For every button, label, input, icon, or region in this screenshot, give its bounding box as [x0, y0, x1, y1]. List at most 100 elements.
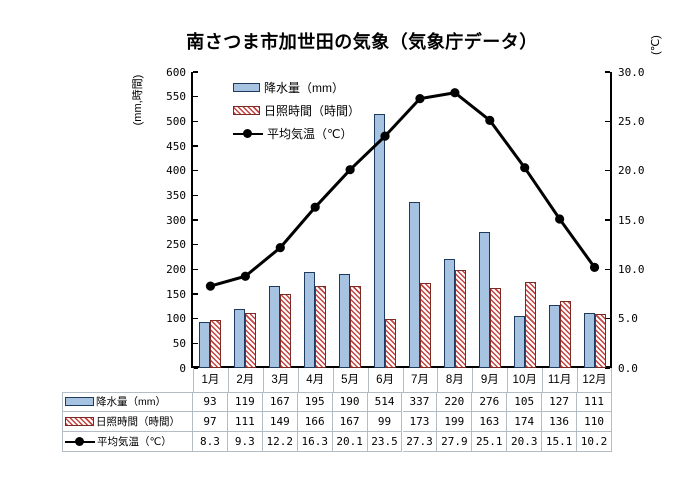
- month-label: 2月: [236, 374, 255, 386]
- legend-label-sunshine: 日照時間（時間）: [264, 104, 361, 118]
- data-table-frame: [62, 392, 612, 452]
- table-cell: 20.3: [507, 432, 543, 452]
- temperature-marker: [345, 165, 355, 175]
- bar-sunshine: [245, 313, 257, 368]
- month-column-separator: [367, 368, 369, 392]
- bar-sunshine: [385, 319, 397, 368]
- left-axis-tick-label: 350: [166, 188, 186, 202]
- table-cell: 27.3: [402, 432, 438, 452]
- bar-sunshine: [489, 287, 501, 368]
- month-label: 10月: [512, 374, 537, 386]
- temperature-marker: [310, 202, 320, 212]
- legend-label-precipitation: 降水量（mm）: [264, 81, 344, 95]
- table-cell: 97: [193, 412, 228, 432]
- left-axis-tick-label: 550: [166, 90, 186, 104]
- legend-label-temperature: 平均気温（℃）: [267, 127, 353, 141]
- bar-sunshine: [419, 282, 431, 368]
- table-cell: 105: [507, 392, 543, 412]
- table-series-name: 降水量（mm）: [96, 396, 166, 408]
- right-axis-tick: [605, 367, 610, 369]
- left-axis-tick: [193, 243, 198, 246]
- month-column-separator: [507, 368, 509, 392]
- bar-sunshine: [210, 320, 222, 368]
- table-cell: 199: [437, 412, 473, 432]
- bar-precipitation: [269, 285, 281, 368]
- table-cell: 110: [577, 412, 612, 432]
- table-cell: 514: [367, 392, 403, 412]
- table-cell: 174: [507, 412, 543, 432]
- month-column-separator: [227, 368, 229, 392]
- right-axis-tick: [605, 268, 610, 271]
- table-cell: 10.2: [577, 432, 612, 452]
- bar-precipitation: [199, 322, 211, 368]
- bar-precipitation: [234, 309, 246, 368]
- month-column-separator: [472, 368, 474, 392]
- temperature-marker: [450, 88, 460, 98]
- left-axis-tick-label: 150: [166, 287, 186, 301]
- month-column-separator: [437, 368, 439, 392]
- table-cell: 27.9: [437, 432, 473, 452]
- table-cell: 25.1: [472, 432, 508, 452]
- left-axis-tick: [193, 268, 198, 271]
- temperature-marker: [275, 243, 285, 253]
- left-axis-tick: [193, 342, 198, 345]
- left-axis-tick-label: 250: [166, 238, 186, 252]
- left-axis-tick-label: 600: [166, 65, 186, 79]
- legend-item-sunshine: 日照時間（時間）: [233, 99, 360, 122]
- bar-sunshine: [559, 300, 571, 368]
- table-cell: 190: [332, 392, 368, 412]
- table-row-label: 日照時間（時間）: [62, 412, 193, 432]
- temperature-marker: [485, 115, 495, 125]
- left-axis-tick-label: 450: [166, 139, 186, 153]
- table-series-name: 日照時間（時間）: [96, 416, 180, 428]
- temperature-line-chart: [205, 88, 600, 291]
- month-label: 5月: [341, 374, 360, 386]
- sunshine-hatch-swatch-icon: [65, 417, 94, 426]
- precipitation-bar-swatch-icon: [65, 397, 94, 406]
- bar-precipitation: [478, 231, 490, 368]
- bar-precipitation: [339, 274, 351, 368]
- table-cell: 93: [193, 392, 228, 412]
- bar-precipitation: [408, 201, 420, 368]
- table-cell: 167: [332, 412, 368, 432]
- temperature-marker: [520, 163, 530, 173]
- legend: 降水量（mm） 日照時間（時間） 平均気温（℃）: [233, 76, 360, 145]
- right-axis-tick: [605, 120, 610, 123]
- plot-area: [191, 72, 612, 368]
- left-axis-tick-label: 0: [179, 361, 186, 375]
- table-cell: 220: [437, 392, 473, 412]
- month-column-separator: [542, 368, 544, 392]
- table-cell: 167: [262, 392, 298, 412]
- bar-precipitation: [548, 305, 560, 368]
- bar-sunshine: [350, 285, 362, 368]
- left-axis-tick: [193, 317, 198, 320]
- month-column-separator: [193, 368, 194, 392]
- precipitation-bar-swatch-icon: [233, 83, 260, 92]
- temperature-line-swatch-icon: [233, 129, 263, 139]
- left-axis-tick: [193, 95, 198, 98]
- month-column-separator: [332, 368, 334, 392]
- bar-sunshine: [594, 313, 606, 368]
- right-axis-tick: [605, 169, 610, 172]
- table-cell: 136: [542, 412, 578, 432]
- bar-sunshine: [315, 286, 327, 368]
- left-axis-tick-label: 300: [166, 213, 186, 227]
- table-cell: 20.1: [332, 432, 368, 452]
- right-axis-tick-label: 15.0: [618, 213, 645, 227]
- left-axis-tick-label: 50: [172, 336, 186, 350]
- month-label: 9月: [480, 374, 499, 386]
- table-series-name: 平均気温（℃）: [97, 436, 172, 448]
- left-axis-tick: [193, 293, 198, 295]
- table-cell: 16.3: [297, 432, 333, 452]
- table-cell: 337: [402, 392, 438, 412]
- table-cell: 111: [577, 392, 612, 412]
- month-label: 7月: [411, 374, 429, 386]
- month-label: 11月: [547, 374, 572, 386]
- temperature-marker: [555, 214, 565, 224]
- table-cell: 195: [297, 392, 333, 412]
- temperature-marker: [240, 271, 250, 281]
- table-cell: 119: [227, 392, 263, 412]
- temperature-marker: [205, 281, 216, 291]
- bar-sunshine: [280, 294, 292, 368]
- table-cell: 99: [367, 412, 403, 432]
